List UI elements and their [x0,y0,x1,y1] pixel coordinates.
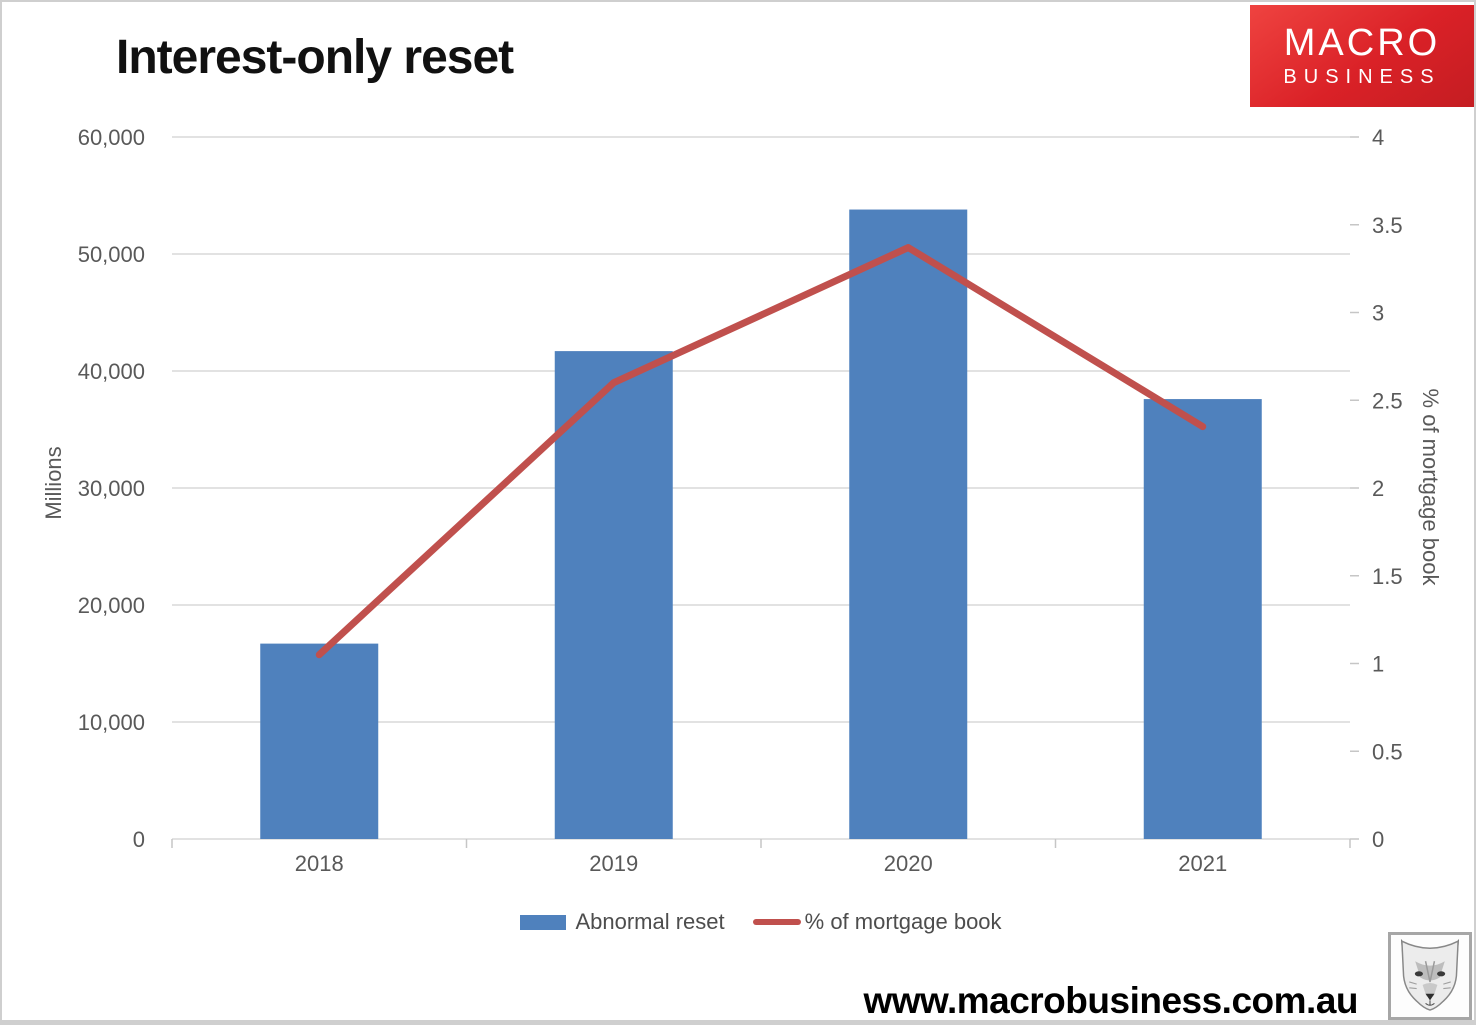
right-axis-tick-label: 2 [1372,476,1384,501]
right-axis-tick-label: 1.5 [1372,564,1403,589]
left-axis-tick-label: 50,000 [78,242,145,267]
right-axis-title: % of mortgage book [1418,388,1443,586]
fox-logo-frame [1388,932,1472,1020]
left-axis-tick-label: 60,000 [78,125,145,150]
right-axis-tick-label: 1 [1372,652,1384,677]
left-axis-tick-label: 0 [133,827,145,852]
right-axis-tick-label: 4 [1372,125,1384,150]
legend-entry-line: % of mortgage book [725,909,1002,935]
legend-label-line: % of mortgage book [804,909,1002,934]
category-label: 2020 [884,851,933,876]
left-axis-tick-label: 10,000 [78,710,145,735]
category-label: 2018 [295,851,344,876]
left-axis-tick-label: 30,000 [78,476,145,501]
right-axis-tick-label: 2.5 [1372,388,1403,413]
bar-2020 [849,209,968,840]
legend-label-bar: Abnormal reset [575,909,725,934]
legend-entry-bar: Abnormal reset [520,909,725,935]
right-axis-tick-label: 0.5 [1372,739,1403,764]
right-axis-tick-label: 0 [1372,827,1384,852]
left-axis-tick-label: 20,000 [78,593,145,618]
macrobusiness-logo: MACRO BUSINESS [1250,5,1474,107]
line-swatch-icon [752,919,801,925]
bar-swatch-icon [520,914,567,930]
line-series [315,244,1207,659]
website-url: www.macrobusiness.com.au [863,980,1358,1021]
right-axis-tick-label: 3 [1372,301,1384,326]
left-axis-title: Millions [41,446,66,520]
bar-2018 [260,643,379,839]
bar-2019 [554,351,673,839]
bar-2021 [1143,399,1262,839]
category-label: 2019 [589,851,638,876]
legend: Abnormal reset % of mortgage book [172,908,1350,936]
left-axis-tick-label: 40,000 [78,359,145,384]
brand-word-macro: MACRO [1283,21,1441,64]
right-axis-tick-label: 3.5 [1372,213,1403,238]
fox-sketch-icon [1400,938,1460,1011]
category-label: 2021 [1178,851,1227,876]
brand-word-business: BUSINESS [1283,65,1441,88]
chart-title: Interest-only reset [116,31,514,84]
